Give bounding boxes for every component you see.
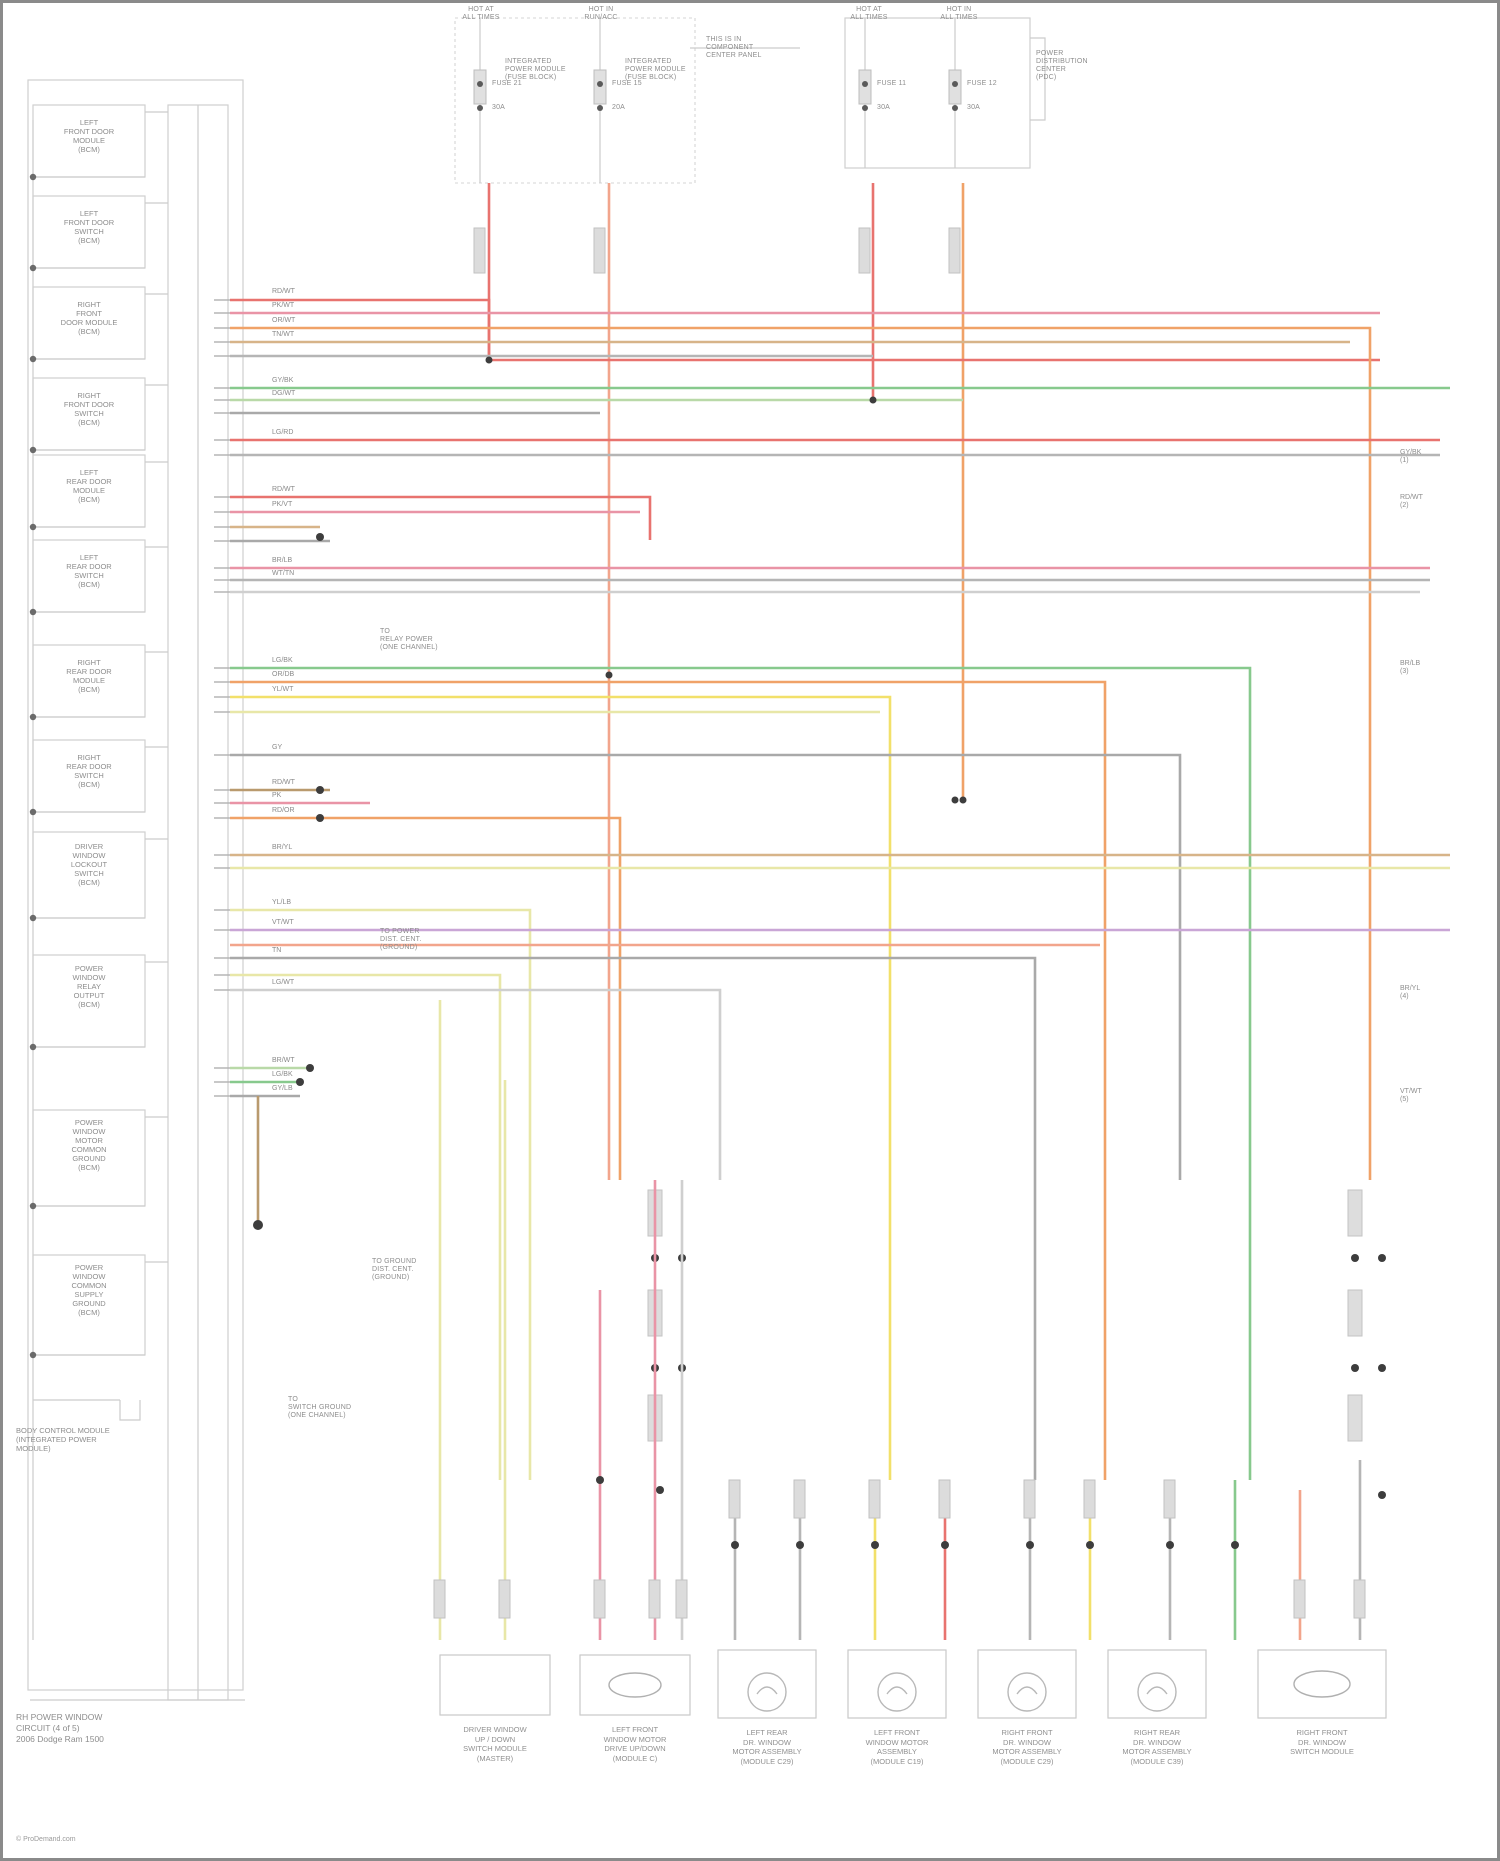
wire-label-8: PK/VT bbox=[272, 501, 293, 508]
splice-note-2: TO GROUND DIST. CENT. (GROUND) bbox=[372, 1258, 417, 1281]
splice-note-1: TO POWER DIST. CENT. (GROUND) bbox=[380, 928, 422, 951]
fusebox-1-sub: INTEGRATED POWER MODULE (FUSE BLOCK) bbox=[625, 58, 686, 81]
title-block: RH POWER WINDOW CIRCUIT (4 of 5) 2006 Do… bbox=[16, 1712, 104, 1744]
module-label-2: RIGHT FRONT DOOR MODULE (BCM) bbox=[60, 300, 118, 336]
component-label-1: LEFT FRONT WINDOW MOTOR DRIVE UP/DOWN (M… bbox=[603, 1725, 667, 1763]
wire-label-22: LG/WT bbox=[272, 979, 295, 986]
module-label-9: POWER WINDOW RELAY OUTPUT (BCM) bbox=[72, 964, 106, 1009]
module-label-0: LEFT FRONT DOOR MODULE (BCM) bbox=[63, 118, 115, 154]
wire-label-1: PK/WT bbox=[272, 302, 295, 309]
module-label-7: RIGHT REAR DOOR SWITCH (BCM) bbox=[66, 753, 112, 789]
fusebox-3-title: HOT IN ALL TIMES bbox=[940, 6, 978, 21]
fusebox-note-left: THIS IS IN COMPONENT CENTER PANEL bbox=[706, 36, 762, 59]
wire-label-13: YL/WT bbox=[272, 686, 294, 693]
right-tab-0[interactable]: GY/BK (1) bbox=[1400, 449, 1422, 464]
fusebox-0-fuse-id: FUSE 21 bbox=[492, 80, 522, 87]
module-label-5: LEFT REAR DOOR SWITCH (BCM) bbox=[66, 553, 112, 589]
wire-label-7: RD/WT bbox=[272, 486, 295, 493]
wire-label-6: LG/RD bbox=[272, 429, 294, 436]
wire-label-10: WT/TN bbox=[272, 570, 295, 577]
fusebox-1-amp: 20A bbox=[612, 104, 626, 111]
module-label-3: RIGHT FRONT DOOR SWITCH (BCM) bbox=[63, 391, 115, 427]
fusebox-2-title: HOT AT ALL TIMES bbox=[850, 6, 888, 21]
wire-label-19: YL/LB bbox=[272, 899, 292, 906]
module-label-1: LEFT FRONT DOOR SWITCH (BCM) bbox=[63, 209, 115, 245]
wire-label-18: BR/YL bbox=[272, 844, 293, 851]
wire-label-16: PK bbox=[272, 792, 282, 799]
component-label-4: RIGHT FRONT DR. WINDOW MOTOR ASSEMBLY (M… bbox=[992, 1728, 1062, 1766]
fusebox-2-amp: 30A bbox=[877, 104, 891, 111]
wire-label-17: RD/OR bbox=[272, 807, 295, 814]
fusebox-0-title: HOT AT ALL TIMES bbox=[462, 6, 500, 21]
copyright-notice: © ProDemand.com bbox=[16, 1836, 76, 1843]
fusebox-note-right: POWER DISTRIBUTION CENTER (PDC) bbox=[1036, 50, 1088, 81]
component-label-5: RIGHT REAR DR. WINDOW MOTOR ASSEMBLY (MO… bbox=[1122, 1728, 1192, 1766]
fusebox-0-sub: INTEGRATED POWER MODULE (FUSE BLOCK) bbox=[505, 58, 566, 81]
right-tab-4[interactable]: VT/WT (5) bbox=[1400, 1088, 1422, 1103]
module-label-11: POWER WINDOW COMMON SUPPLY GROUND (BCM) bbox=[71, 1263, 107, 1317]
fusebox-1-title: HOT IN RUN/ACC bbox=[584, 6, 618, 21]
right-tab-3[interactable]: BR/YL (4) bbox=[1400, 985, 1421, 1000]
wire-label-21: TN bbox=[272, 947, 282, 954]
component-label-0: DRIVER WINDOW UP / DOWN SWITCH MODULE (M… bbox=[463, 1725, 527, 1763]
wire-label-9: BR/LB bbox=[272, 557, 293, 564]
right-tab-2[interactable]: BR/LB (3) bbox=[1400, 660, 1421, 675]
right-tab-1[interactable]: RD/WT (2) bbox=[1400, 494, 1423, 509]
splice-note-0: TO RELAY POWER (ONE CHANNEL) bbox=[380, 628, 438, 651]
wire-label-14: GY bbox=[272, 744, 283, 751]
wire-label-20: VT/WT bbox=[272, 919, 294, 926]
wire-label-12: OR/DB bbox=[272, 671, 295, 678]
fusebox-0-amp: 30A bbox=[492, 104, 506, 111]
component-label-3: LEFT FRONT WINDOW MOTOR ASSEMBLY (MODULE… bbox=[865, 1728, 929, 1766]
module-label-10: POWER WINDOW MOTOR COMMON GROUND (BCM) bbox=[71, 1118, 107, 1172]
splice-note-3: TO SWITCH GROUND (ONE CHANNEL) bbox=[288, 1396, 352, 1419]
wire-label-5: DG/WT bbox=[272, 390, 296, 397]
wire-label-25: GY/LB bbox=[272, 1085, 293, 1092]
wire-label-2: OR/WT bbox=[272, 317, 296, 324]
wire-label-23: BR/WT bbox=[272, 1057, 295, 1064]
fusebox-1-fuse-id: FUSE 15 bbox=[612, 80, 642, 87]
wire-label-11: LG/BK bbox=[272, 657, 293, 664]
fusebox-3-amp: 30A bbox=[967, 104, 981, 111]
component-label-2: LEFT REAR DR. WINDOW MOTOR ASSEMBLY (MOD… bbox=[732, 1728, 802, 1766]
wire-label-3: TN/WT bbox=[272, 331, 295, 338]
fusebox-3-fuse-id: FUSE 12 bbox=[967, 80, 997, 87]
wire-label-0: RD/WT bbox=[272, 288, 295, 295]
module-label-6: RIGHT REAR DOOR MODULE (BCM) bbox=[66, 658, 112, 694]
wire-label-24: LG/BK bbox=[272, 1071, 293, 1078]
component-label-6: RIGHT FRONT DR. WINDOW SWITCH MODULE bbox=[1290, 1728, 1354, 1756]
wire-label-15: RD/WT bbox=[272, 779, 295, 786]
module-label-4: LEFT REAR DOOR MODULE (BCM) bbox=[66, 468, 112, 504]
wire-label-4: GY/BK bbox=[272, 377, 294, 384]
fusebox-2-fuse-id: FUSE 11 bbox=[877, 80, 907, 87]
bcm-label: BODY CONTROL MODULE (INTEGRATED POWER MO… bbox=[16, 1426, 110, 1453]
module-label-8: DRIVER WINDOW LOCKOUT SWITCH (BCM) bbox=[70, 842, 108, 887]
